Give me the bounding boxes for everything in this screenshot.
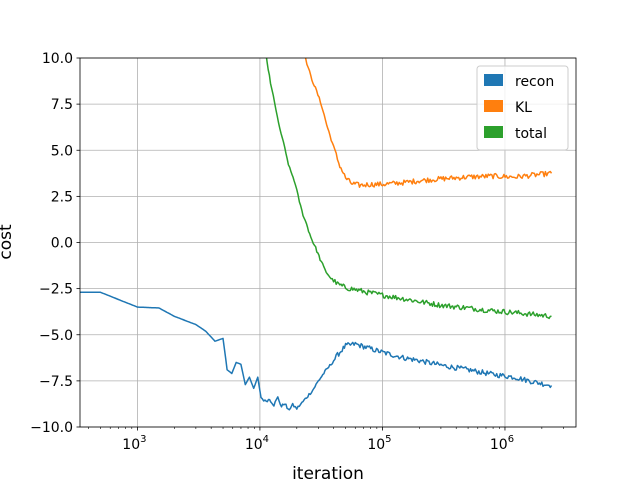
y-tick-label: 2.5: [51, 189, 73, 205]
y-tick-label: −2.5: [39, 282, 73, 298]
legend: recon KL total: [476, 65, 569, 151]
x-tick-exponent: 4: [263, 434, 269, 445]
x-tick-exponent: 3: [140, 434, 146, 445]
x-tick-exponent: 5: [385, 434, 391, 445]
series-line-total: [265, 58, 552, 320]
y-tick-label: −10.0: [30, 420, 73, 436]
legend-swatch-total: [484, 126, 503, 138]
x-tick-label: 105: [367, 434, 391, 453]
legend-label-kl: KL: [515, 100, 532, 116]
series-layer: [80, 58, 553, 411]
x-tick-base: 10: [245, 437, 263, 453]
legend-swatch-kl: [484, 100, 503, 112]
legend-label-total: total: [515, 126, 547, 142]
series-line-recon: [80, 291, 553, 411]
y-tick-label: 5.0: [51, 143, 73, 159]
x-tick-label: 106: [490, 434, 514, 453]
x-tick-base: 10: [490, 437, 508, 453]
y-tick-label: −5.0: [39, 328, 73, 344]
x-axis-label: iteration: [292, 464, 364, 480]
legend-label-recon: recon: [515, 74, 554, 90]
x-tick-label: 103: [122, 434, 146, 453]
y-tick-label: −7.5: [39, 374, 73, 390]
series-line-kl: [304, 58, 553, 188]
y-tick-label: 10.0: [42, 51, 73, 67]
x-tick-exponent: 6: [508, 434, 514, 445]
x-tick-label: 104: [245, 434, 269, 453]
y-axis-label: cost: [0, 224, 16, 260]
legend-swatch-recon: [484, 74, 503, 86]
y-tick-label: 7.5: [51, 97, 73, 113]
y-tick-label: 0.0: [51, 236, 73, 252]
x-tick-base: 10: [367, 437, 385, 453]
x-tick-base: 10: [122, 437, 140, 453]
